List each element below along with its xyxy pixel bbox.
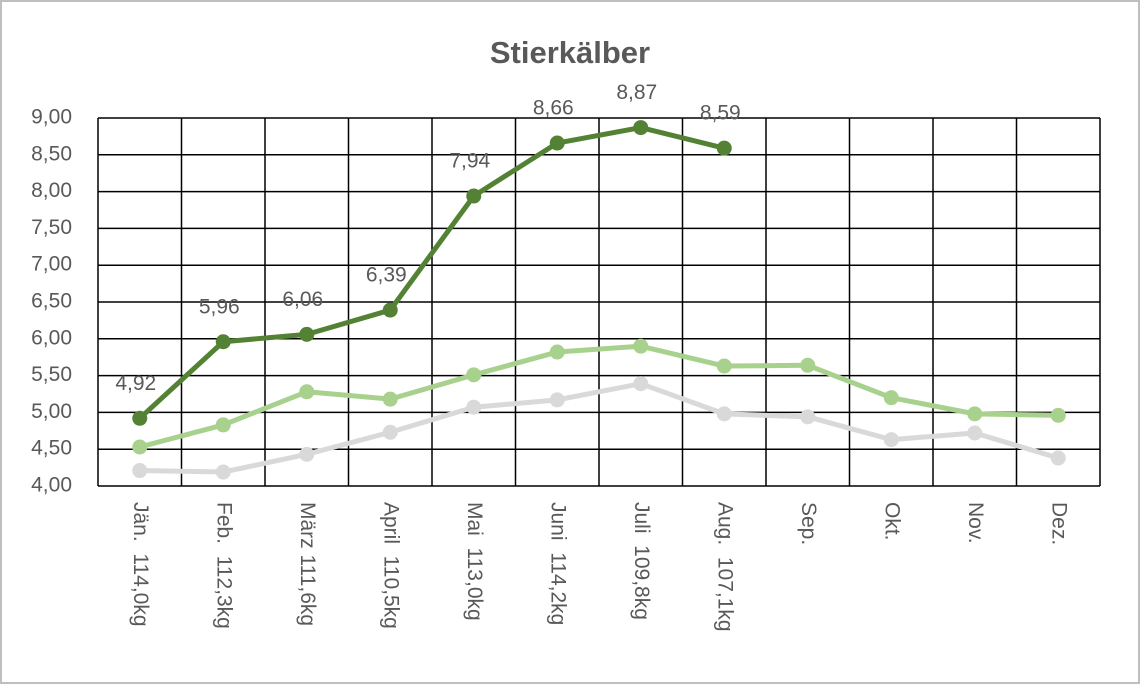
x-tick-label: April 110,5kg [380, 502, 403, 629]
chart-title: Stierkälber [490, 35, 650, 70]
y-tick-label: 6,50 [31, 290, 72, 313]
y-tick-label: 4,00 [31, 474, 72, 497]
y-tick-label: 8,00 [31, 179, 72, 202]
series-point [1050, 407, 1066, 423]
series-point [716, 140, 732, 156]
y-tick-label: 7,00 [31, 253, 72, 276]
series-point [633, 376, 649, 392]
data-label: 6,06 [282, 288, 323, 311]
y-tick-label: 5,50 [31, 363, 72, 386]
data-label: 6,39 [366, 264, 407, 287]
series-point [633, 120, 649, 136]
series-point [382, 391, 398, 407]
series-point [215, 334, 231, 350]
series-point [549, 392, 565, 408]
y-tick-label: 4,50 [31, 437, 72, 460]
series-point [299, 384, 315, 400]
y-tick-label: 9,00 [31, 106, 72, 129]
x-tick-label: Sep. [797, 502, 820, 545]
series-point [883, 390, 899, 406]
series-point [299, 446, 315, 462]
series-point [549, 344, 565, 360]
x-tick-label: Feb. 112,3kg [213, 502, 236, 629]
data-label: 5,96 [199, 295, 240, 318]
y-tick-label: 6,00 [31, 326, 72, 349]
series-point [466, 399, 482, 415]
series-point [800, 357, 816, 373]
series-point [633, 338, 649, 354]
series-point [466, 188, 482, 204]
x-tick-label: Juli 109,8kg [630, 502, 653, 620]
series-point [132, 439, 148, 455]
x-tick-label: März 111,6kg [296, 502, 319, 626]
series-point [716, 358, 732, 374]
x-tick-label: Aug. 107,1kg [714, 502, 737, 632]
series-line [139, 381, 1059, 475]
x-tick-label: Dez. [1048, 502, 1071, 545]
x-tick-label: Okt. [881, 502, 904, 541]
data-label: 7,94 [449, 150, 490, 173]
series-point [716, 406, 732, 422]
series-line [139, 343, 1059, 450]
series-point [549, 135, 565, 151]
x-tick-label: Mai 113,0kg [463, 502, 486, 621]
series-point [466, 367, 482, 383]
series-point [132, 410, 148, 426]
series-point [967, 406, 983, 422]
y-tick-label: 7,50 [31, 216, 72, 239]
series-point [883, 432, 899, 448]
series-point [215, 417, 231, 433]
x-tick-label: Jän. 114,0kg [129, 502, 152, 627]
series-point [800, 409, 816, 425]
series-point [1050, 450, 1066, 466]
data-label: 8,87 [616, 81, 657, 104]
y-tick-label: 5,00 [31, 400, 72, 423]
series-point [215, 464, 231, 480]
series-point [132, 463, 148, 479]
series-point [382, 302, 398, 318]
y-tick-label: 8,50 [31, 142, 72, 165]
series-point [967, 425, 983, 441]
x-tick-label: Juni 114,2kg [547, 502, 570, 625]
data-label: 4,92 [115, 372, 156, 395]
data-label: 8,66 [533, 97, 574, 120]
series-line [138, 125, 725, 421]
series-point [382, 424, 398, 440]
x-tick-label: Nov. [964, 502, 987, 544]
data-label: 8,59 [700, 102, 741, 125]
series-point [299, 326, 315, 342]
